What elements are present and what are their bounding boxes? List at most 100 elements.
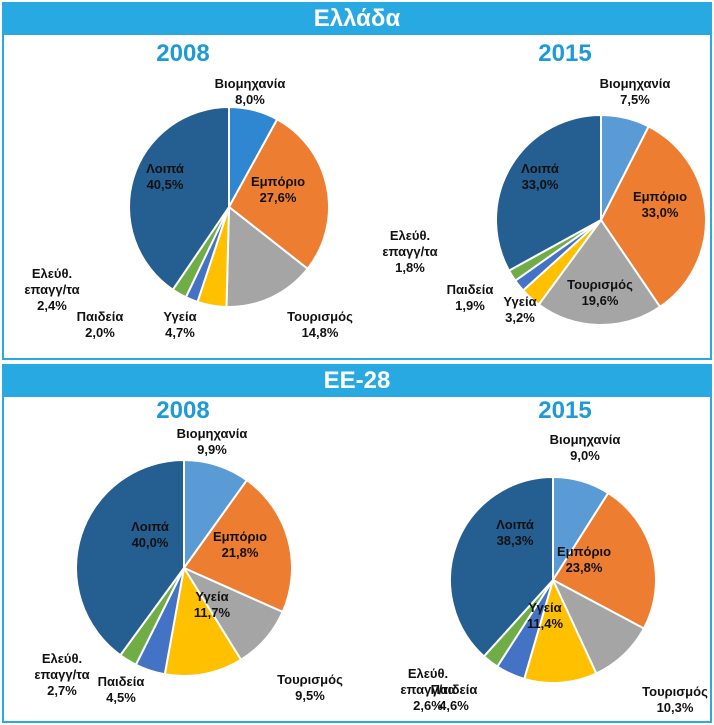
category-label: Ελεύθ. επαγγ/τα xyxy=(24,266,80,297)
value-label: 7,5% xyxy=(620,92,650,107)
value-label: 11,7% xyxy=(193,605,231,620)
value-label: 4,5% xyxy=(106,690,136,705)
slice-label: Βιομηχανία 9,9% xyxy=(177,426,248,458)
category-label: Υγεία xyxy=(528,600,562,615)
pie-title: 2015 xyxy=(538,40,592,67)
slice-label: Ελεύθ. επαγγ/τα 2,4% xyxy=(16,266,88,314)
value-label: 33,0% xyxy=(641,205,679,220)
slice-label: Παιδεία 4,6% xyxy=(431,682,478,714)
slice-label: Βιομηχανία 8,0% xyxy=(215,76,286,108)
pie-slice xyxy=(537,218,662,326)
slice-label: Λοιπά 33,0% xyxy=(521,161,559,193)
category-label: Υγεία xyxy=(195,589,229,604)
value-label: 2,7% xyxy=(47,683,77,698)
slice-label: Τουρισμός 10,3% xyxy=(642,684,708,716)
value-label: 38,3% xyxy=(496,533,534,548)
pie-slice xyxy=(163,565,243,677)
pie-slice xyxy=(225,204,310,308)
value-label: 4,6% xyxy=(439,698,469,713)
category-label: Λοιπά xyxy=(496,517,534,532)
pie-title: 2008 xyxy=(156,40,210,67)
category-label: Λοιπά xyxy=(521,161,559,176)
pie-slice xyxy=(599,125,707,309)
slice-label: Εμπόριο 23,8% xyxy=(557,544,611,576)
category-label: Εμπόριο xyxy=(632,189,688,204)
slice-label: Παιδεία 1,9% xyxy=(447,282,494,314)
slice-label: Ελεύθ. επαγγ/τα 2,7% xyxy=(26,651,98,699)
value-label: 23,8% xyxy=(565,560,603,575)
value-label: 19,6% xyxy=(581,293,619,308)
value-label: 1,9% xyxy=(455,298,485,313)
category-label: Τουρισμός xyxy=(287,309,353,324)
slice-label: Λοιπά 38,3% xyxy=(496,517,534,549)
slice-label: Εμπόριο 33,0% xyxy=(633,189,687,221)
slice-label: Υγεία 3,2% xyxy=(503,294,536,326)
pie-slice xyxy=(495,113,602,272)
value-label: 10,3% xyxy=(656,700,694,715)
slice-label: Τουρισμός 19,6% xyxy=(567,277,633,309)
category-label: Τουρισμός xyxy=(277,672,343,687)
value-label: 21,8% xyxy=(221,545,259,560)
pie-slice xyxy=(128,105,230,292)
slice-label: Παιδεία 2,0% xyxy=(77,309,124,341)
slice-label: Υγεία 11,7% xyxy=(194,589,230,621)
category-label: Παιδεία xyxy=(446,282,494,297)
category-label: Τουρισμός xyxy=(567,277,633,292)
slice-label: Τουρισμός 9,5% xyxy=(277,672,343,704)
value-label: 2,0% xyxy=(85,325,115,340)
value-label: 1,8% xyxy=(395,260,425,275)
pie-slice xyxy=(551,491,657,630)
slice-label: Παιδεία 4,5% xyxy=(98,674,145,706)
value-label: 9,0% xyxy=(570,448,600,463)
category-label: Βιομηχανία xyxy=(176,426,248,441)
category-label: Λοιπά xyxy=(146,161,184,176)
panel-title: Ελλάδα xyxy=(3,3,711,35)
value-label: 40,5% xyxy=(146,177,184,192)
pie-slice xyxy=(449,475,554,658)
category-label: Παιδεία xyxy=(430,682,478,697)
pie-title: 2015 xyxy=(538,397,592,424)
slice-label: Βιομηχανία 9,0% xyxy=(550,432,621,464)
category-label: Εμπόριο xyxy=(212,529,268,544)
pie-slice xyxy=(75,458,185,657)
category-label: Βιομηχανία xyxy=(599,76,671,91)
slice-label: Εμπόριο 21,8% xyxy=(213,529,267,561)
category-label: Παιδεία xyxy=(97,674,145,689)
category-label: Ελεύθ. επαγγ/τα xyxy=(382,228,438,259)
value-label: 33,0% xyxy=(521,177,559,192)
panel-title: ΕΕ-28 xyxy=(3,365,711,397)
pie-slice xyxy=(523,577,598,684)
pie-slice xyxy=(227,118,330,271)
category-label: Παιδεία xyxy=(76,309,124,324)
slice-label: Ελεύθ. επαγγ/τα 1,8% xyxy=(374,228,446,276)
category-label: Εμπόριο xyxy=(250,174,306,189)
value-label: 2,6% xyxy=(413,698,443,713)
value-label: 4,7% xyxy=(165,325,195,340)
slice-label: Υγεία 4,7% xyxy=(163,309,196,341)
slice-label: Εμπόριο 27,6% xyxy=(251,174,305,206)
value-label: 9,5% xyxy=(295,688,325,703)
value-label: 27,6% xyxy=(259,190,297,205)
value-label: 11,4% xyxy=(526,616,564,631)
value-label: 2,4% xyxy=(37,298,67,313)
slice-label: Ελεύθ. επαγγ/τα 2,6% xyxy=(392,666,464,714)
slice-label: Λοιπά 40,5% xyxy=(146,161,184,193)
value-label: 3,2% xyxy=(505,310,535,325)
value-label: 14,8% xyxy=(301,325,339,340)
category-label: Υγεία xyxy=(503,294,537,309)
category-label: Υγεία xyxy=(163,309,197,324)
category-label: Βιομηχανία xyxy=(549,432,621,447)
value-label: 40,0% xyxy=(131,535,169,550)
category-label: Εμπόριο xyxy=(556,544,612,559)
slice-label: Λοιπά 40,0% xyxy=(131,519,169,551)
category-label: Λοιπά xyxy=(131,519,169,534)
slice-label: Βιομηχανία 7,5% xyxy=(600,76,671,108)
category-label: Τουρισμός xyxy=(642,684,708,699)
category-label: Ελεύθ. επαγγ/τα xyxy=(400,666,456,697)
value-label: 8,0% xyxy=(235,92,265,107)
category-label: Ελεύθ. επαγγ/τα xyxy=(34,651,90,682)
category-label: Βιομηχανία xyxy=(214,76,286,91)
slice-label: Τουρισμός 14,8% xyxy=(287,309,353,341)
